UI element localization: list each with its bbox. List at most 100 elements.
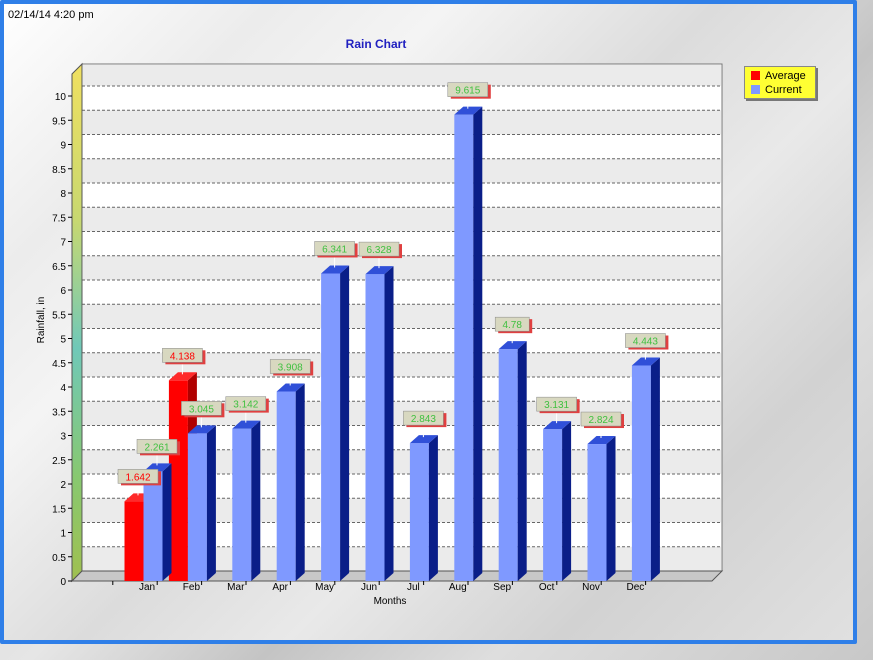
bar-current-jun-side xyxy=(384,266,394,581)
bar-current-jan-side xyxy=(162,463,172,581)
data-label-current-nov-box xyxy=(580,411,622,427)
x-tick-label: May xyxy=(315,582,334,593)
plot-band xyxy=(83,110,721,135)
y-tick-label: 4 xyxy=(60,383,66,394)
x-tick-label: Jan xyxy=(139,582,155,593)
bar-current-nov xyxy=(587,444,607,581)
data-label-average-feb-text: 4.138 xyxy=(170,351,195,362)
y-tick-label: 1 xyxy=(60,529,66,540)
bar-current-oct xyxy=(543,429,563,581)
data-label-current-may-text: 6.341 xyxy=(322,244,347,255)
bar-current-dec-side xyxy=(650,357,660,581)
data-label-current-jun-box xyxy=(358,241,400,257)
x-tick-label: Sep xyxy=(493,582,511,593)
data-label-current-sep-text: 4.78 xyxy=(502,320,522,331)
bar-current-apr xyxy=(276,391,296,581)
y-tick-label: 8 xyxy=(60,189,66,200)
bar-current-nov-side xyxy=(606,436,616,581)
data-label-average-jan-text: 1.642 xyxy=(125,472,150,483)
bar-current-may-top xyxy=(321,265,350,274)
bar-current-mar-side xyxy=(251,420,261,581)
y-tick-label: 3.5 xyxy=(52,407,66,418)
bar-current-jul xyxy=(409,443,429,581)
data-label-current-may-box xyxy=(314,241,355,256)
x-tick-label: Feb xyxy=(183,582,201,593)
x-tick-label: Nov xyxy=(582,582,600,593)
data-label-current-sep-box xyxy=(494,316,530,332)
plot-band xyxy=(83,158,721,183)
legend-label-average: Average xyxy=(765,70,806,82)
bar-current-jun xyxy=(365,274,385,581)
x-tick-label: Oct xyxy=(539,582,555,593)
data-label-current-nov-text: 2.824 xyxy=(588,415,613,426)
y-tick-label: 1.5 xyxy=(52,504,66,515)
y-tick-label: 6.5 xyxy=(52,262,66,273)
x-tick-label: Apr xyxy=(272,582,288,593)
bar-current-aug-top xyxy=(454,106,483,115)
plot-band xyxy=(83,65,721,86)
plot-side-wall xyxy=(71,62,83,583)
y-tick-label: 3 xyxy=(60,432,66,443)
bar-current-sep-side xyxy=(517,341,527,581)
chart-legend: Average Current xyxy=(744,66,816,99)
data-label-current-jul-text: 2.843 xyxy=(411,414,436,425)
legend-swatch-current xyxy=(751,85,760,94)
y-axis-label: Rainfall, in xyxy=(36,297,47,344)
bar-current-mar-top xyxy=(232,420,261,429)
bar-current-nov-top xyxy=(587,436,616,445)
bar-current-feb-top xyxy=(187,425,216,434)
y-tick-label: 2.5 xyxy=(52,456,66,467)
plot-band xyxy=(83,207,721,232)
bar-current-jan xyxy=(143,471,163,581)
data-label-current-feb-box xyxy=(181,401,222,416)
y-tick-label: 0 xyxy=(60,577,66,588)
data-label-current-apr-text: 3.908 xyxy=(278,362,303,373)
y-tick-label: 5 xyxy=(60,335,66,346)
data-label-current-oct-box xyxy=(536,396,577,412)
bar-current-jun-top xyxy=(365,266,394,275)
data-label-average-jan-box xyxy=(117,469,159,484)
bar-current-aug xyxy=(454,114,474,582)
y-tick-label: 4.5 xyxy=(52,359,66,370)
bar-current-jul-side xyxy=(428,435,438,581)
legend-item-average: Average xyxy=(751,70,806,82)
y-tick-label: 5.5 xyxy=(52,310,66,321)
x-axis-label: Months xyxy=(374,596,407,607)
data-label-current-aug-box xyxy=(447,82,489,97)
legend-item-current: Current xyxy=(751,84,802,96)
legend-swatch-average xyxy=(751,71,760,80)
bar-current-oct-top xyxy=(543,421,572,430)
data-label-current-mar-box xyxy=(225,396,267,411)
x-tick-label: Jul xyxy=(407,582,420,593)
bar-average-feb-top xyxy=(168,372,197,381)
bar-current-sep xyxy=(498,349,518,581)
bar-current-jul-top xyxy=(409,435,438,444)
bar-current-may-side xyxy=(340,265,350,581)
data-label-current-oct-text: 3.131 xyxy=(544,400,569,411)
x-tick-label: Mar xyxy=(227,582,245,593)
y-tick-label: 9 xyxy=(60,141,66,152)
data-label-current-dec-box xyxy=(625,333,666,348)
chart-title: Rain Chart xyxy=(346,37,407,51)
data-label-current-jan-text: 2.261 xyxy=(144,442,169,453)
x-tick-label: Aug xyxy=(449,582,467,593)
bar-current-mar xyxy=(232,428,252,581)
bar-current-dec-top xyxy=(631,357,660,366)
bar-average-jan xyxy=(124,501,144,581)
bar-current-dec xyxy=(631,365,651,581)
y-tick-label: 0.5 xyxy=(52,553,66,564)
bar-current-oct-side xyxy=(562,421,572,581)
bar-current-may xyxy=(321,273,341,581)
y-tick-label: 6 xyxy=(60,286,66,297)
data-label-current-jan-box xyxy=(136,439,178,454)
y-tick-label: 2 xyxy=(60,480,66,491)
data-label-current-mar-text: 3.142 xyxy=(233,400,258,411)
bar-current-sep-top xyxy=(498,341,527,350)
y-tick-label: 9.5 xyxy=(52,116,66,127)
bar-current-aug-side xyxy=(473,106,483,582)
data-label-current-aug-text: 9.615 xyxy=(455,86,480,97)
data-label-current-apr-box xyxy=(269,359,311,374)
bar-current-feb-side xyxy=(206,425,216,581)
data-label-average-feb-box xyxy=(162,348,203,363)
